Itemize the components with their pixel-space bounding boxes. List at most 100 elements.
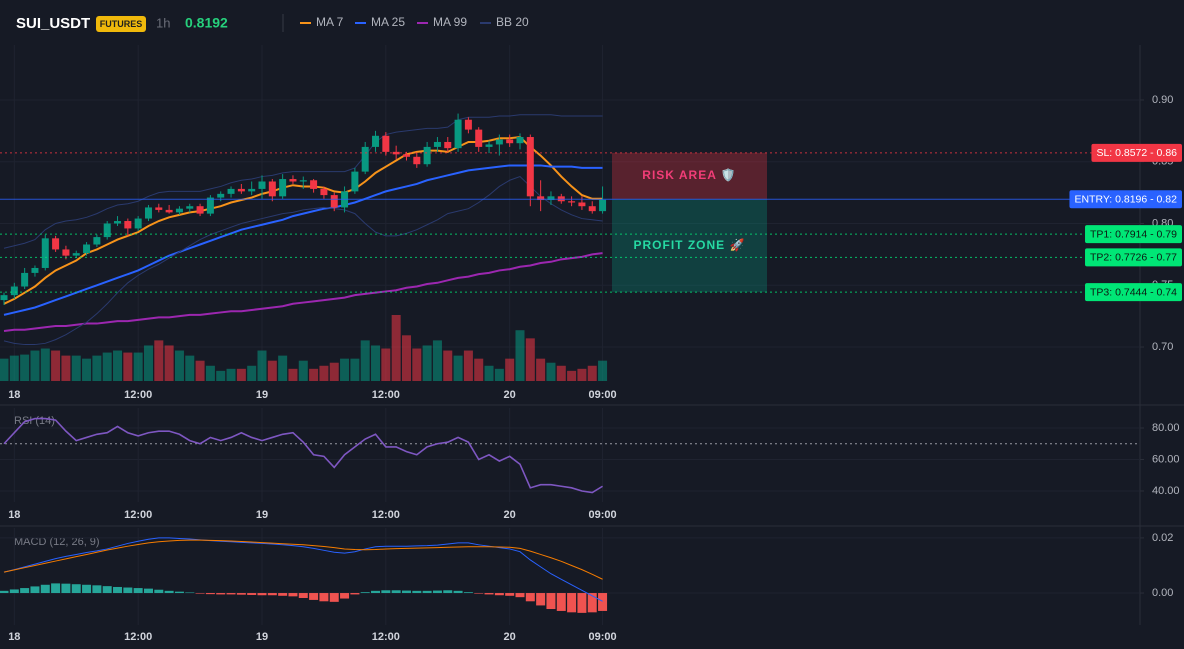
- histogram-bar: [474, 593, 484, 594]
- histogram-bar: [236, 593, 246, 595]
- volume-bar: [350, 358, 360, 381]
- candle-body: [485, 144, 493, 147]
- volume-bar: [257, 350, 267, 381]
- volume-bar: [546, 362, 556, 381]
- histogram-bar: [329, 593, 339, 602]
- candle-body: [196, 206, 204, 214]
- candle-body: [217, 193, 225, 198]
- candle-body: [10, 286, 18, 296]
- volume-bar: [113, 350, 123, 381]
- y-tick-label: 40.00: [1152, 485, 1180, 497]
- volume-bar: [484, 365, 494, 381]
- candle-body: [310, 180, 318, 189]
- histogram-bar: [484, 593, 494, 595]
- histogram-bar: [350, 593, 360, 595]
- histogram-bar: [267, 593, 277, 596]
- volume-bar: [123, 352, 133, 381]
- y-tick-label: 0.00: [1152, 587, 1173, 599]
- x-tick-label: 18: [8, 631, 20, 643]
- volume-bar: [92, 355, 102, 381]
- rsi-title: RSI (14): [14, 415, 55, 427]
- histogram-bar: [432, 590, 442, 594]
- volume-bar: [216, 370, 226, 381]
- volume-bar: [515, 330, 525, 381]
- candle-body: [588, 206, 596, 212]
- histogram-bar: [340, 593, 350, 599]
- candle-body: [124, 221, 132, 229]
- volume-bar: [360, 340, 370, 381]
- rsi-line: [3, 417, 603, 494]
- candle-body: [227, 188, 235, 194]
- volume-bar: [298, 360, 308, 381]
- x-tick-label: 19: [256, 509, 268, 521]
- volume-bar: [587, 365, 597, 381]
- volume-bar: [236, 368, 246, 381]
- volume-bar: [401, 335, 411, 381]
- volume-bar: [329, 362, 339, 381]
- volume-bar: [205, 365, 215, 381]
- volume-bar: [536, 358, 546, 381]
- histogram-bar: [205, 593, 215, 595]
- histogram-bar: [40, 584, 50, 594]
- candle-body: [423, 146, 431, 165]
- candle-body: [372, 135, 380, 147]
- interval: 1h: [156, 15, 170, 30]
- histogram-bar: [9, 589, 19, 594]
- histogram-bar: [494, 593, 504, 596]
- level-label: TP3: 0.7444 - 0.74: [1090, 286, 1177, 298]
- candle-body: [41, 238, 49, 268]
- histogram-bar: [463, 592, 473, 594]
- badge-bg: [96, 16, 146, 32]
- volume-bar: [102, 352, 112, 381]
- volume-bar: [494, 368, 504, 381]
- histogram-bar: [71, 584, 81, 594]
- volume-bar: [340, 358, 350, 381]
- histogram-bar: [257, 593, 267, 596]
- ma-line: [3, 164, 603, 316]
- histogram-bar: [360, 592, 370, 594]
- histogram-bar: [0, 590, 9, 594]
- y-tick-label: 80.00: [1152, 422, 1180, 434]
- level-label-bg: [1091, 143, 1182, 162]
- candle-body: [31, 267, 39, 273]
- histogram-bar: [515, 593, 525, 598]
- candle-body: [454, 119, 462, 149]
- histogram-bar: [30, 586, 40, 594]
- histogram-bar: [20, 588, 30, 594]
- histogram-bar: [453, 590, 463, 594]
- histogram-bar: [443, 590, 453, 594]
- macd-title: MACD (12, 26, 9): [14, 536, 100, 548]
- level-label: TP1: 0.7914 - 0.79: [1090, 228, 1177, 240]
- volume-bar: [412, 348, 422, 381]
- histogram-bar: [587, 593, 597, 613]
- candle-body: [568, 201, 576, 203]
- x-tick-label: 20: [504, 631, 516, 643]
- candle-body: [144, 207, 152, 219]
- histogram-bar: [92, 585, 102, 594]
- candle-body: [258, 181, 266, 189]
- histogram-bar: [536, 593, 546, 606]
- bb-lower: [3, 175, 603, 346]
- volume-bar: [463, 350, 473, 381]
- candle-body: [526, 137, 534, 197]
- histogram-bar: [102, 586, 112, 594]
- candle-body: [83, 244, 91, 254]
- candle-body: [279, 179, 287, 197]
- candle-body: [351, 171, 359, 192]
- candle-body: [0, 295, 8, 301]
- macd-line: [3, 537, 603, 602]
- volume-bar: [432, 340, 442, 381]
- y-tick-label: 0.90: [1152, 94, 1173, 106]
- x-tick-label: 20: [504, 509, 516, 521]
- volume-bar: [288, 368, 298, 381]
- volume-bar: [30, 350, 40, 381]
- badge: FUTURES: [100, 19, 143, 29]
- histogram-bar: [505, 593, 515, 596]
- x-tick-label: 09:00: [588, 509, 616, 521]
- histogram-bar: [412, 590, 422, 594]
- level-label-bg: [1085, 283, 1182, 302]
- candle-body: [578, 202, 586, 207]
- volume-bar: [309, 368, 319, 381]
